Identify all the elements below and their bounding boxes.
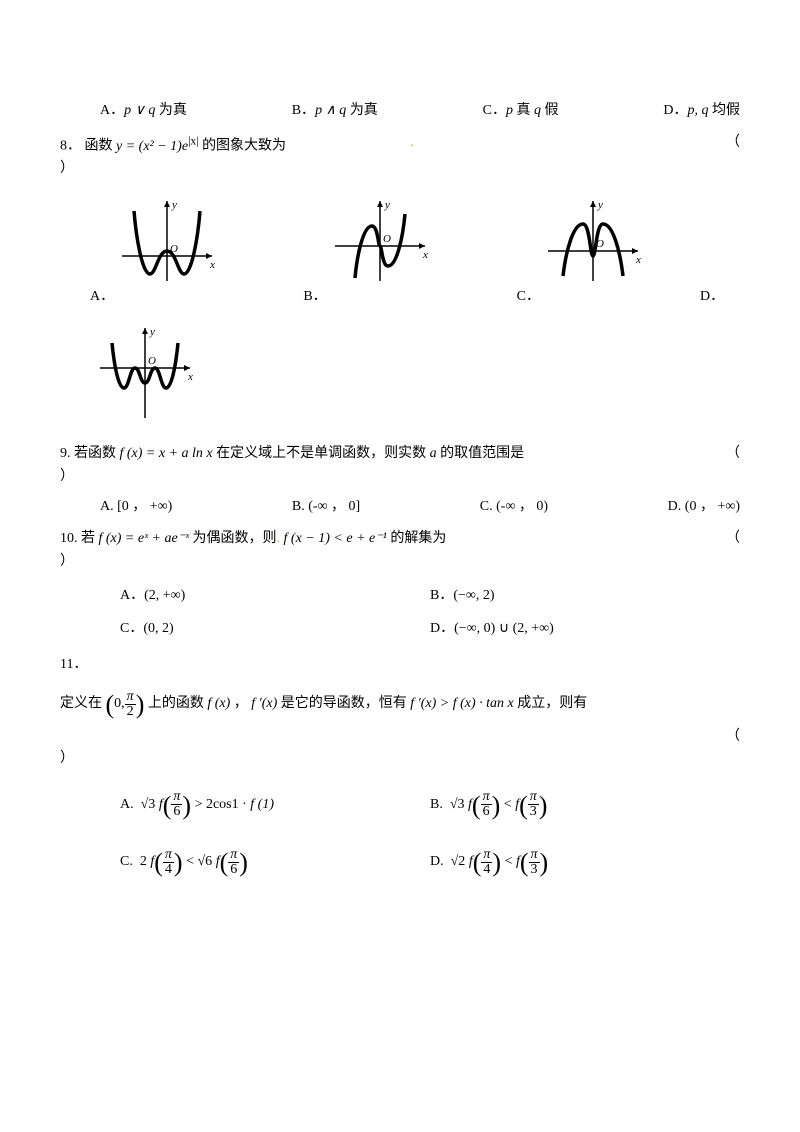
q8-graph-d: x y O	[90, 323, 200, 423]
svg-text:x: x	[635, 254, 641, 266]
q11-opt-d: D. √2 f(π4) < f(π3)	[430, 842, 740, 884]
svg-text:y: y	[171, 199, 177, 211]
q10-opt-a: A．(2, +∞)	[120, 585, 430, 607]
svg-text:y: y	[384, 199, 390, 211]
q11-stem: 定义在 (0,π2) 上的函数 f (x) ， f ′(x) 是它的导函数，恒有…	[60, 684, 740, 726]
q11-opt-c: C. 2 f(π4) < √6 f(π6)	[120, 842, 430, 884]
svg-text:x: x	[187, 371, 193, 383]
q11-opt-b: B. √3 f(π6) < f(π3)	[430, 785, 740, 827]
q7-opt-b: B．p ∧ q 为真	[292, 100, 378, 122]
q10-stem: 10. 若 f (x) = eˣ + ae⁻ˣ 为偶函数，则. f (x − 1…	[60, 528, 740, 550]
q8-graph-a: x y O	[112, 196, 222, 286]
q10-options-row2: C．(0, 2) D．(−∞, 0) ∪ (2, +∞)	[60, 618, 740, 640]
q8-graph-row-1: x y O A． x y O B． x y O C．	[60, 196, 740, 308]
svg-text:O: O	[383, 233, 391, 245]
q8-graph-b: x y O	[325, 196, 435, 286]
svg-text:O: O	[148, 355, 156, 367]
q9-opt-d: D. (0 ， +∞)	[668, 496, 740, 518]
q11-num: 11．	[60, 654, 740, 676]
q9-opt-c: C. (-∞ ， 0)	[480, 496, 548, 518]
q7-opt-a: A．p ∨ q 为真	[100, 100, 187, 122]
svg-text:x: x	[422, 249, 428, 261]
marker-dot: ·	[410, 139, 415, 154]
q10-options-row1: A．(2, +∞) B．(−∞, 2)	[60, 585, 740, 607]
q8-graph-c: x y O	[538, 196, 648, 286]
q7-opt-c: C．p 真 q 假	[483, 100, 559, 122]
q9-options: A. [0 ， +∞) B. (-∞ ， 0] C. (-∞ ， 0) D. (…	[60, 496, 740, 518]
svg-text:y: y	[597, 199, 603, 211]
q9-opt-a: A. [0 ， +∞)	[100, 496, 172, 518]
q8-stem: 8． 函数 y = (x² − 1)e|x| 的图象大致为 · （	[60, 132, 740, 158]
q10-opt-c: C．(0, 2)	[120, 618, 430, 640]
q11-options-row2: C. 2 f(π4) < √6 f(π6) D. √2 f(π4) < f(π3…	[60, 842, 740, 884]
q9-stem: 9. 若函数 f (x) = x + a ln x 在定义域上不是单调函数，则实…	[60, 443, 740, 465]
q7-opt-d: D．p, q 均假	[663, 100, 740, 122]
svg-text:y: y	[149, 326, 155, 338]
svg-text:x: x	[209, 259, 215, 271]
q11-opt-a: A. √3 f(π6) > 2cos1 · f (1)	[120, 785, 430, 827]
q10-opt-d: D．(−∞, 0) ∪ (2, +∞)	[430, 618, 740, 640]
marker-dot: .	[277, 531, 281, 546]
q10-opt-b: B．(−∞, 2)	[430, 585, 740, 607]
q8-graph-row-2: x y O	[90, 323, 740, 423]
q11-options-row1: A. √3 f(π6) > 2cos1 · f (1) B. √3 f(π6) …	[60, 785, 740, 827]
q9-opt-b: B. (-∞ ， 0]	[292, 496, 360, 518]
q7-options: A．p ∨ q 为真 B．p ∧ q 为真 C．p 真 q 假 D．p, q 均…	[60, 100, 740, 122]
q8-paren-close: ）	[60, 158, 740, 180]
